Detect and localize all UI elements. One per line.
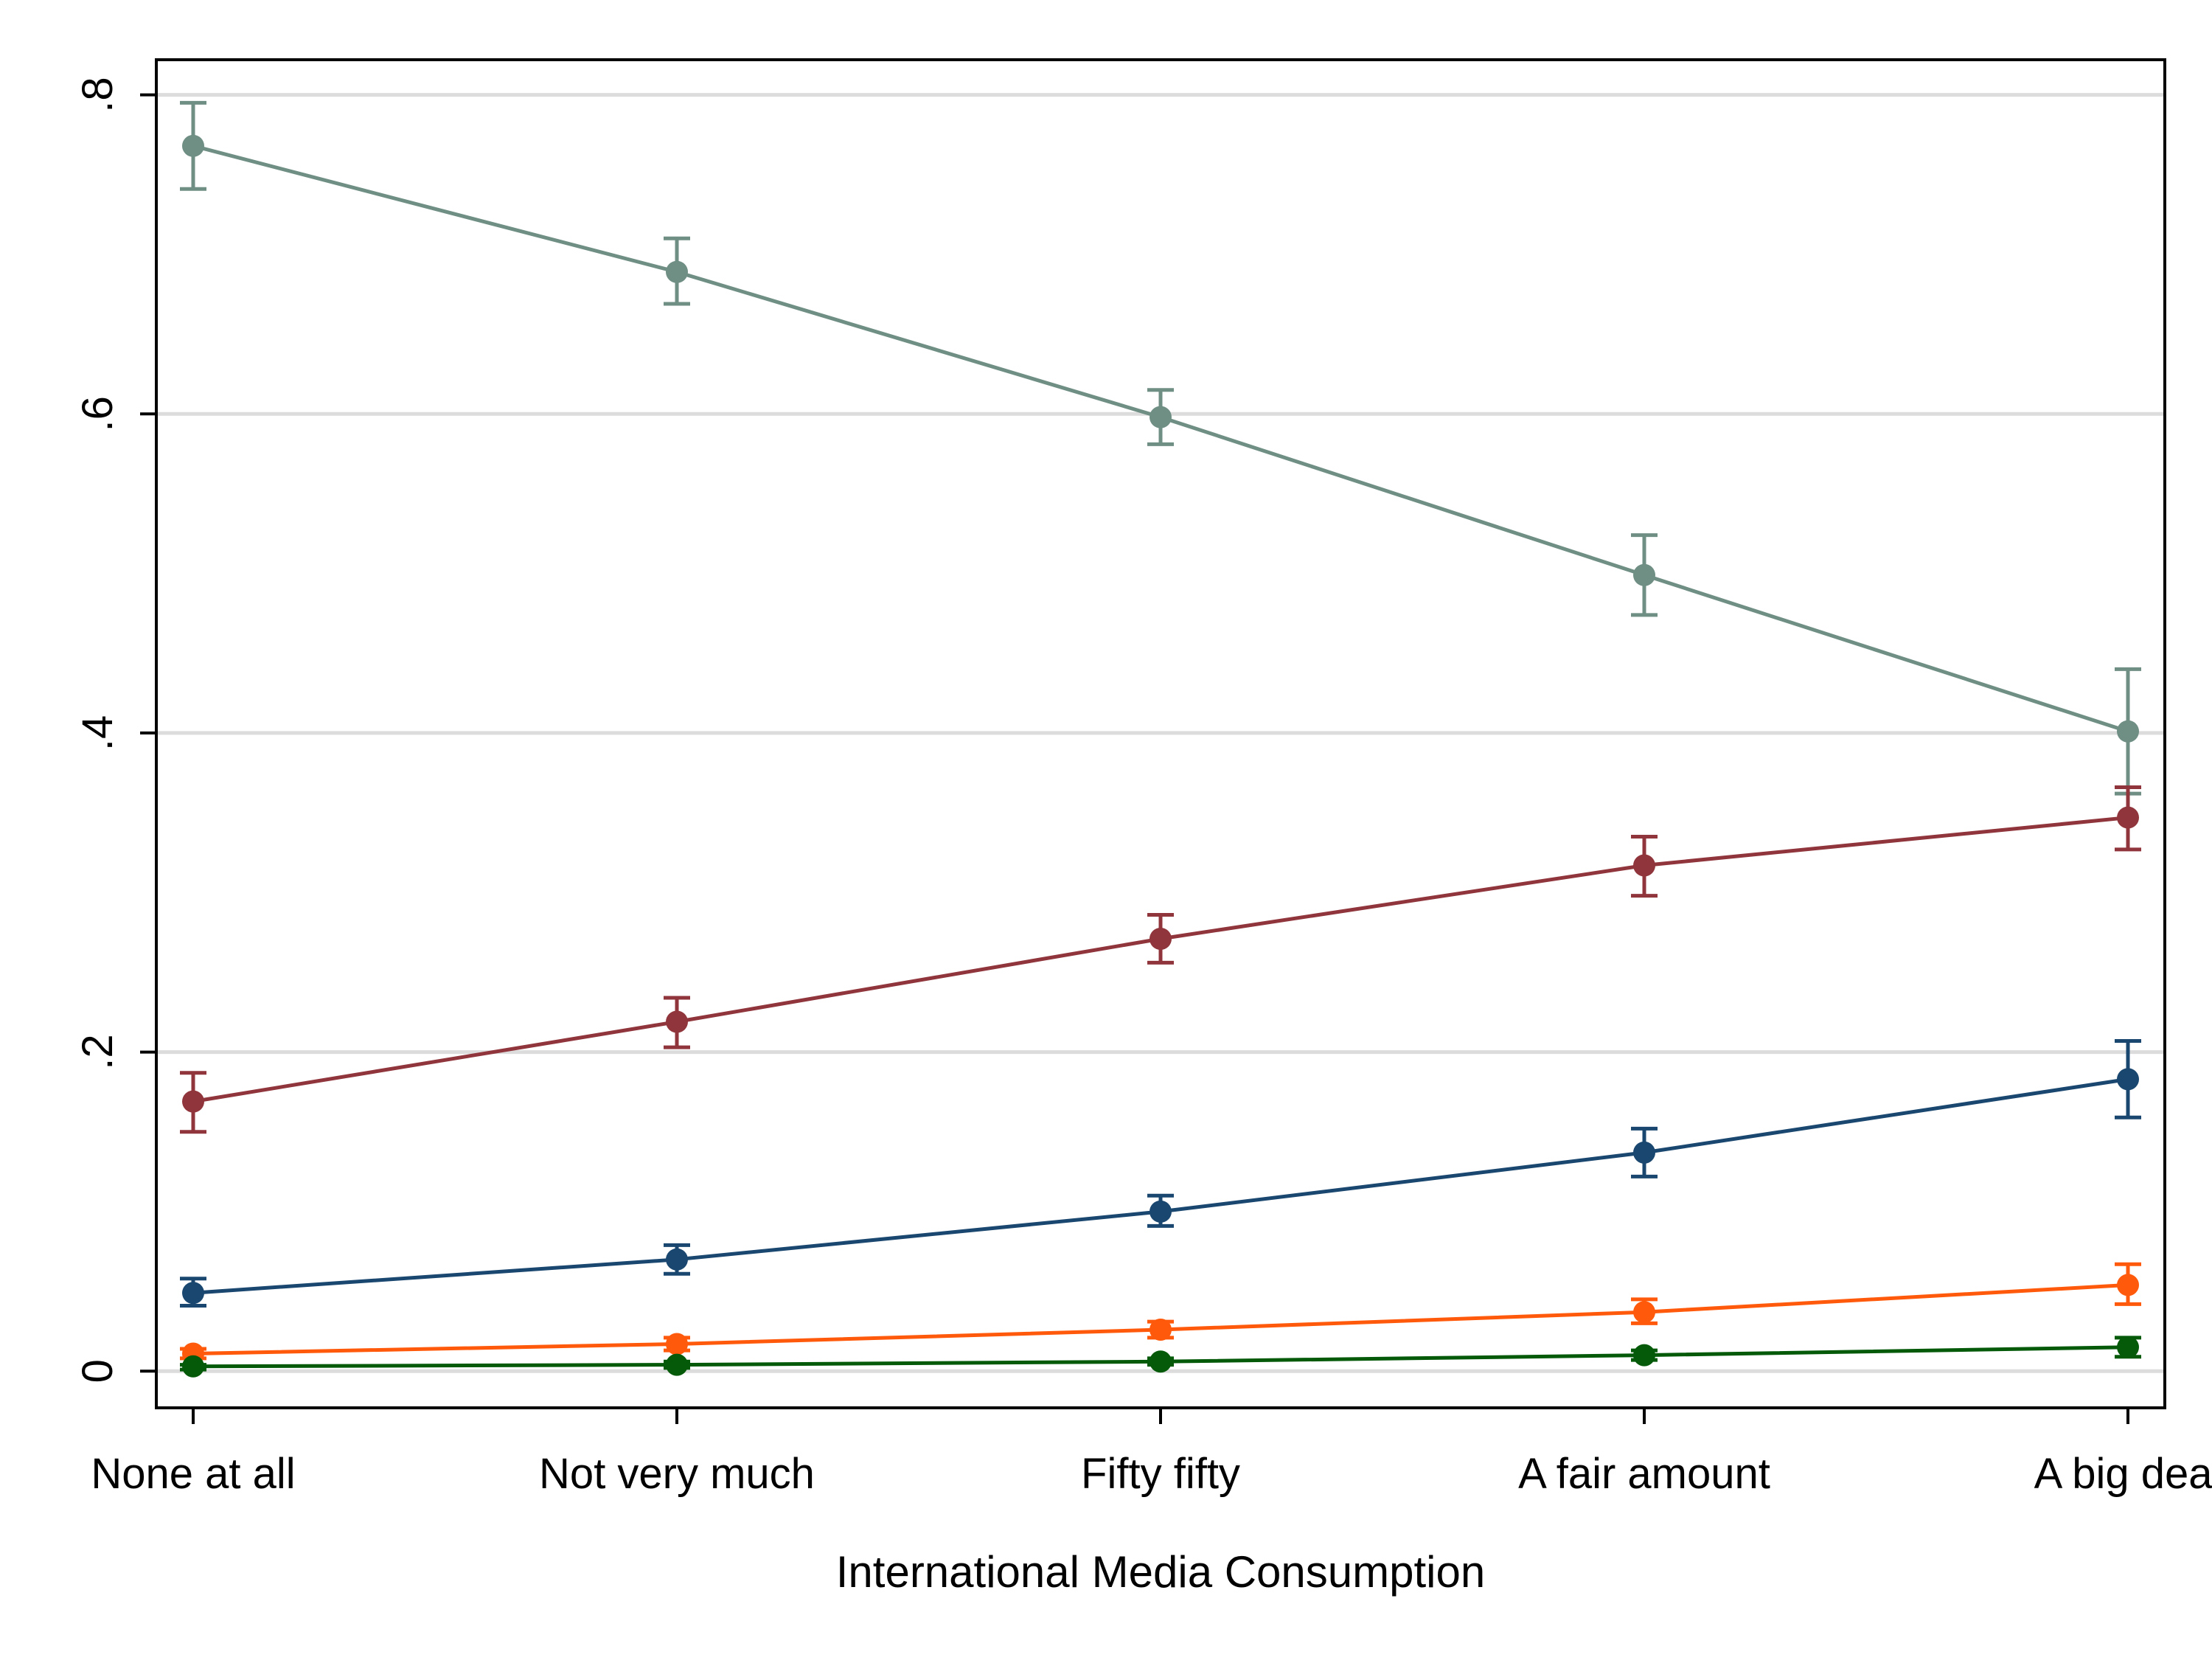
data-point: [2117, 720, 2139, 743]
data-point: [182, 1355, 204, 1378]
data-point: [1150, 1350, 1172, 1373]
data-point: [666, 1333, 688, 1355]
data-point: [1633, 1141, 1655, 1164]
axes: 0 .2 .4 .6 .8 None at all Not very much Fifty f…: [74, 77, 2212, 1498]
series-1: [180, 100, 2141, 796]
y-tick-label: .6: [74, 396, 122, 431]
data-point: [1633, 1301, 1655, 1324]
data-point: [666, 1010, 688, 1033]
data-point: [2117, 1336, 2139, 1358]
data-point: [666, 1353, 688, 1376]
series-layer: [180, 100, 2141, 1378]
data-point: [2117, 806, 2139, 829]
data-point: [1150, 1318, 1172, 1341]
data-point: [1633, 563, 1655, 586]
x-tick-label: A fair amount: [1518, 1450, 1770, 1498]
data-point: [2117, 1274, 2139, 1296]
data-point: [666, 1248, 688, 1271]
data-point: [182, 1282, 204, 1305]
y-tick-label: .2: [74, 1034, 122, 1069]
x-tick-label: None at all: [91, 1450, 295, 1498]
y-tick-label: .4: [74, 715, 122, 751]
data-point: [1150, 927, 1172, 950]
data-point: [1633, 854, 1655, 877]
x-axis-title: International Media Consumption: [836, 1547, 1486, 1597]
series-5: [180, 1336, 2141, 1378]
x-tick-label: A big deal: [2034, 1450, 2212, 1498]
series-3: [180, 1038, 2141, 1308]
data-point: [1150, 1200, 1172, 1223]
data-point: [182, 134, 204, 157]
series-2: [180, 785, 2141, 1134]
data-point: [1150, 406, 1172, 428]
data-point: [1633, 1344, 1655, 1367]
x-tick-label: Fifty fifty: [1081, 1450, 1240, 1498]
data-point: [182, 1090, 204, 1113]
data-point: [2117, 1068, 2139, 1091]
y-tick-label: .8: [74, 77, 122, 112]
x-tick-label: Not very much: [539, 1450, 815, 1498]
data-point: [666, 260, 688, 283]
y-tick-label: 0: [74, 1359, 122, 1383]
